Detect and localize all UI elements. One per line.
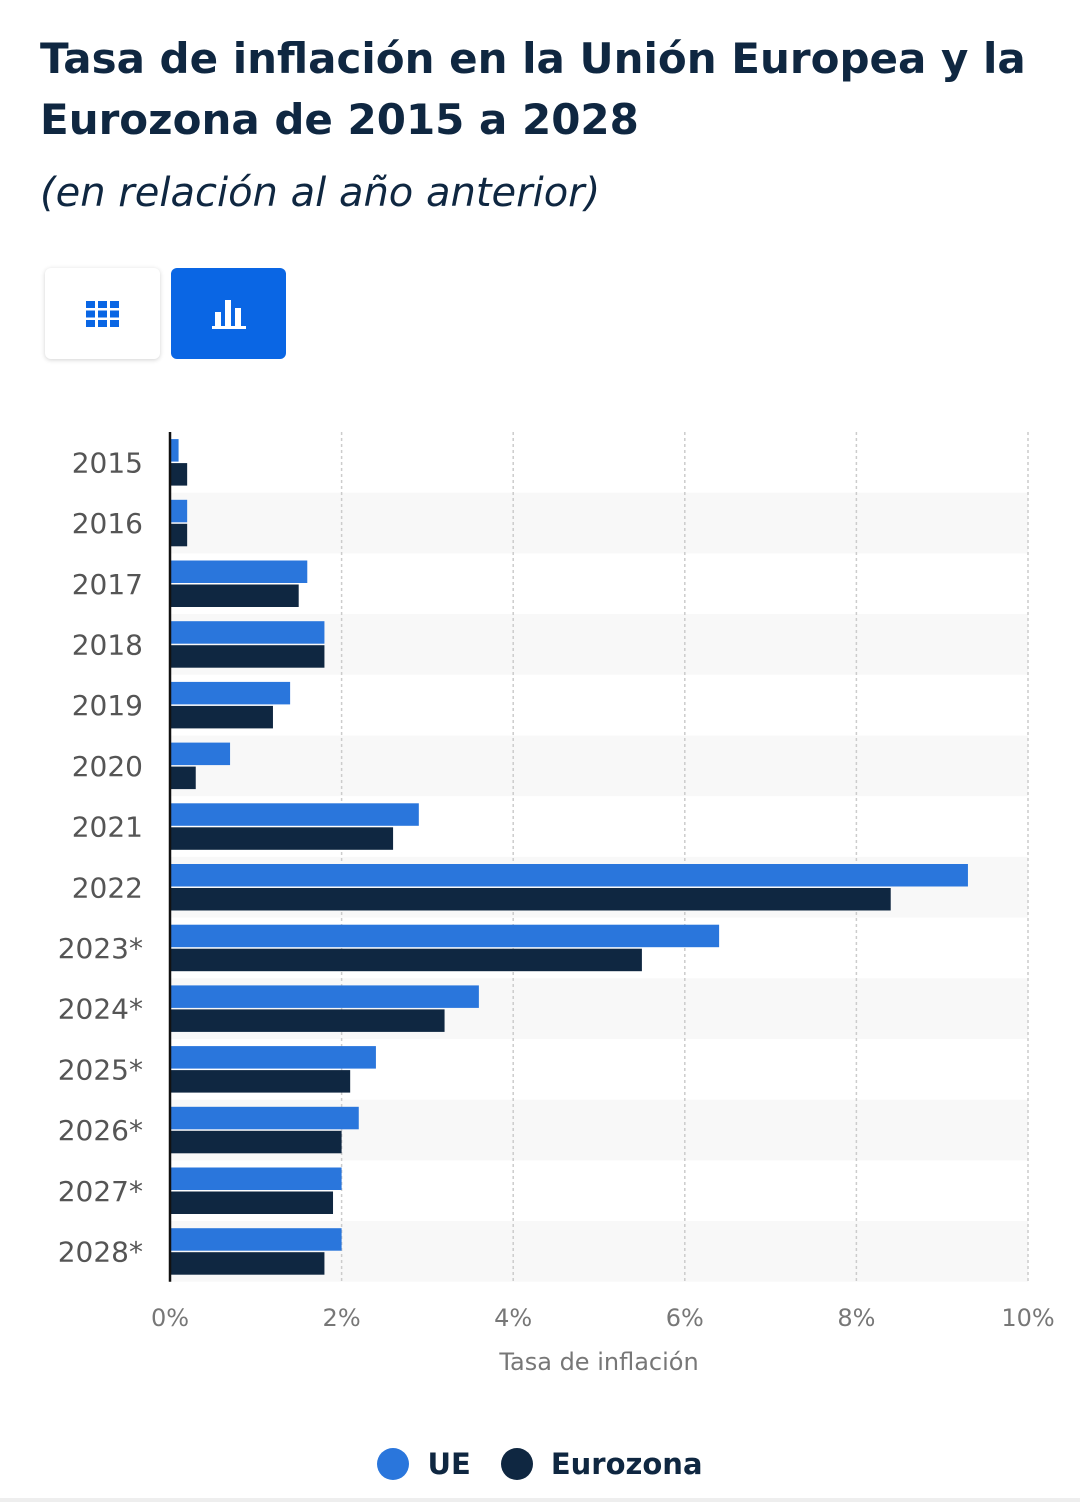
y-tick-label: 2017 [72,568,143,601]
bar-eurozona [170,645,325,668]
legend-item-eurozona[interactable]: Eurozona [500,1447,703,1481]
bar-eurozona [170,705,273,729]
y-tick-label: 2019 [72,689,143,722]
table-view-button[interactable] [45,268,160,359]
bar-eurozona [170,1191,334,1214]
chart-view-button[interactable] [171,268,286,359]
bar-ue [170,1106,359,1130]
bar-ue [170,681,291,705]
x-tick-label: 6% [666,1304,704,1332]
row-stripe [170,735,1028,797]
bar-ue [170,560,308,583]
bar-eurozona [170,1009,445,1032]
chart-area: 0% 2% 4% 6% 8% 10% Tasa de inflación 2015 2016 20… [0,400,1080,1400]
bar-ue [170,1228,342,1251]
x-tick-label: 4% [494,1304,532,1332]
bar-ue [170,1167,342,1190]
bar-ue [170,499,188,523]
x-axis-label: Tasa de inflación [498,1348,698,1376]
legend-swatch-ue [377,1448,410,1480]
legend-label-eurozona: Eurozona [550,1447,703,1481]
bar-ue [170,742,231,766]
x-tick-label: 10% [1001,1304,1054,1332]
y-tick-label: 2028* [58,1235,143,1268]
bar-eurozona [170,1070,351,1093]
bar-ue [170,924,720,948]
y-tick-label: 2018 [72,628,143,661]
bar-eurozona [170,766,196,790]
bar-eurozona [170,1252,325,1275]
bar-eurozona [170,463,188,486]
bar-eurozona [170,948,642,972]
row-stripe [170,492,1028,554]
bar-eurozona [170,523,188,547]
legend: UE Eurozona [0,1438,1080,1490]
y-tick-label: 2015 [72,446,143,479]
bar-eurozona [170,888,891,911]
chart-title: Tasa de inflación en la Unión Europea y … [40,34,1026,144]
bar-ue [170,803,419,826]
chart-subtitle: (en relación al año anterior) [40,170,601,216]
x-tick-label: 0% [151,1304,189,1332]
x-tick-label: 8% [837,1304,875,1332]
y-tick-label: 2020 [72,750,143,783]
y-tick-label: 2027* [58,1175,143,1208]
bottom-divider [0,1498,1080,1502]
bar-ue [170,864,968,887]
legend-label-ue: UE [427,1447,471,1481]
legend-item-ue[interactable]: UE [377,1447,471,1481]
grid-table-icon [85,300,119,327]
y-tick-label: 2024* [58,993,143,1026]
x-tick-label: 2% [323,1304,361,1332]
bar-ue [170,439,179,462]
bar-ue [170,1046,376,1069]
bar-eurozona [170,1130,342,1154]
bar-eurozona [170,827,394,850]
y-tick-label: 2023* [58,932,143,965]
bar-eurozona [170,584,299,607]
legend-swatch-eurozona [500,1448,533,1480]
y-tick-label: 2016 [72,507,143,540]
y-tick-label: 2022 [72,871,143,904]
y-tick-label: 2025* [58,1053,143,1086]
bar-ue [170,621,325,644]
bar-chart: 0% 2% 4% 6% 8% 10% Tasa de inflación 2015 2016 20… [58,432,1055,1376]
y-tick-label: 2026* [58,1114,143,1147]
y-tick-label: 2021 [72,811,143,844]
bar-ue [170,985,479,1008]
bar-chart-icon [211,299,246,329]
